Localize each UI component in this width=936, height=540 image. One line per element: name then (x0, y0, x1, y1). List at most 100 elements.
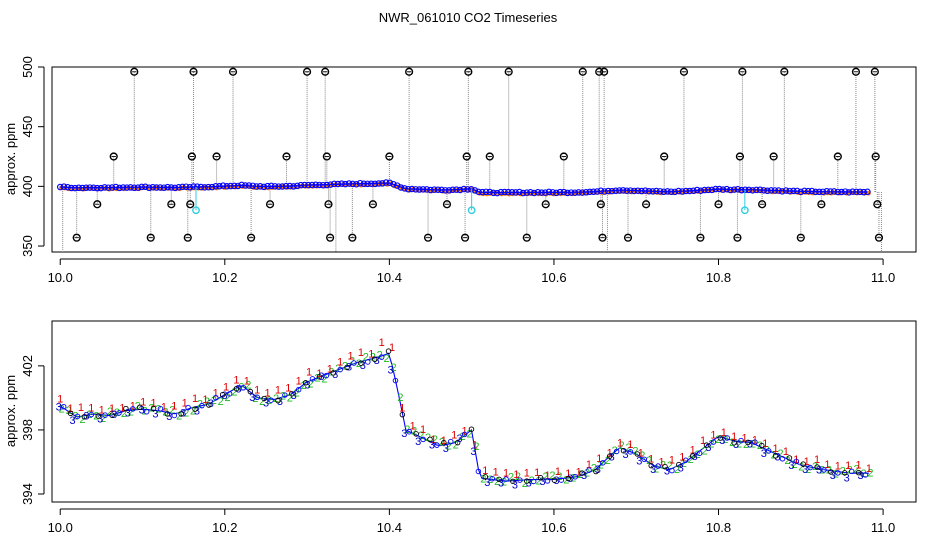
trace-point (168, 184, 175, 191)
trace-point (616, 187, 623, 194)
trace-point (738, 437, 744, 444)
trace-point (416, 186, 423, 193)
trace-point (814, 464, 820, 470)
trace-point (79, 184, 86, 192)
trace-point (807, 464, 813, 471)
marker-2: 2 (798, 462, 804, 474)
trace-point (216, 182, 223, 190)
trace-point (771, 187, 779, 194)
trace-point (393, 182, 401, 189)
trace-point (368, 180, 375, 187)
trace-point (690, 187, 697, 194)
trace-point (738, 186, 745, 194)
trace-point (349, 180, 357, 188)
marker-2: 2 (245, 380, 251, 392)
trace-point (112, 183, 120, 191)
trace-point (68, 184, 75, 192)
trace-point (801, 187, 808, 195)
trace-point (247, 388, 254, 395)
marker-1: 1 (430, 434, 436, 446)
trace-point (245, 182, 253, 189)
trace-point (397, 184, 405, 191)
top-panel: approx. ppm 10.0 10.2 10.4 10.6 10.8 11.0 350… (3, 56, 917, 285)
trace-point (309, 376, 316, 382)
marker-2: 2 (501, 477, 507, 489)
trace-point (775, 187, 782, 194)
trace-point (74, 413, 81, 420)
marker-2: 2 (79, 414, 85, 426)
spike-point (833, 152, 842, 161)
marker-2: 2 (784, 455, 790, 467)
marker-1: 1 (451, 429, 457, 441)
marker-2: 2 (598, 460, 604, 472)
trace-point (524, 478, 530, 484)
trace-point (675, 187, 682, 195)
spike-point (247, 233, 256, 242)
trace-point (804, 187, 812, 195)
trace-point (56, 183, 64, 191)
marker-2: 2 (688, 454, 694, 466)
spike-point (348, 233, 357, 242)
marker-1: 1 (856, 459, 862, 471)
trace-point (534, 189, 542, 196)
marker-1: 1 (814, 454, 820, 466)
spike-point (326, 233, 335, 242)
trace-point (793, 458, 800, 465)
marker-1: 1 (700, 435, 706, 447)
trace-point (206, 402, 212, 408)
trace-point (862, 472, 869, 478)
trace-point (226, 391, 233, 397)
trace-point (638, 187, 645, 195)
trace-point (693, 186, 701, 194)
trace-point (101, 184, 108, 191)
marker-1: 1 (638, 447, 644, 459)
marker-1: 1 (576, 467, 582, 479)
trace-point (653, 187, 660, 195)
trace-point (627, 449, 634, 455)
trace-point (482, 474, 489, 480)
trace-point (297, 181, 305, 189)
trace-point (703, 442, 710, 448)
marker-2: 2 (591, 463, 597, 475)
marker-1: 1 (721, 427, 727, 439)
marker-1: 1 (503, 468, 509, 480)
top-x-tick-label: 10.2 (212, 270, 237, 285)
trace-point (523, 189, 531, 196)
trace-point (334, 180, 342, 188)
marker-3: 3 (152, 408, 158, 420)
marker-3: 3 (166, 411, 172, 423)
marker-1: 1 (866, 463, 872, 475)
marker-1: 1 (78, 402, 84, 414)
marker-1: 1 (171, 400, 177, 412)
marker-3: 3 (678, 463, 684, 475)
marker-3: 3 (484, 477, 490, 489)
marker-1: 1 (306, 367, 312, 379)
bottom-x-tick-label: 10.6 (541, 520, 566, 535)
trace-point (330, 180, 338, 188)
trace-point (797, 188, 805, 196)
marker-1: 1 (254, 384, 260, 396)
trace-point (358, 360, 364, 366)
marker-1: 1 (68, 403, 74, 415)
marker-2: 2 (494, 476, 500, 488)
marker-2: 2 (121, 408, 127, 420)
spike-point (302, 67, 312, 76)
marker-1: 1 (420, 424, 426, 436)
trace-point (468, 426, 475, 432)
trace-point (560, 188, 568, 196)
trace-point (579, 470, 585, 476)
spike-point (212, 152, 221, 161)
spike-point (714, 200, 723, 209)
trace-point (704, 186, 712, 194)
trace-point (197, 183, 205, 191)
marker-3: 3 (194, 406, 200, 418)
trace-point (612, 187, 619, 194)
marker-2: 2 (418, 430, 424, 442)
marker-2: 2 (183, 407, 189, 419)
trace-point (682, 187, 690, 195)
trace-point (108, 184, 116, 191)
trace-point (119, 184, 127, 191)
trace-point (371, 180, 379, 188)
trace-point (649, 188, 656, 195)
trace-point (634, 187, 642, 194)
